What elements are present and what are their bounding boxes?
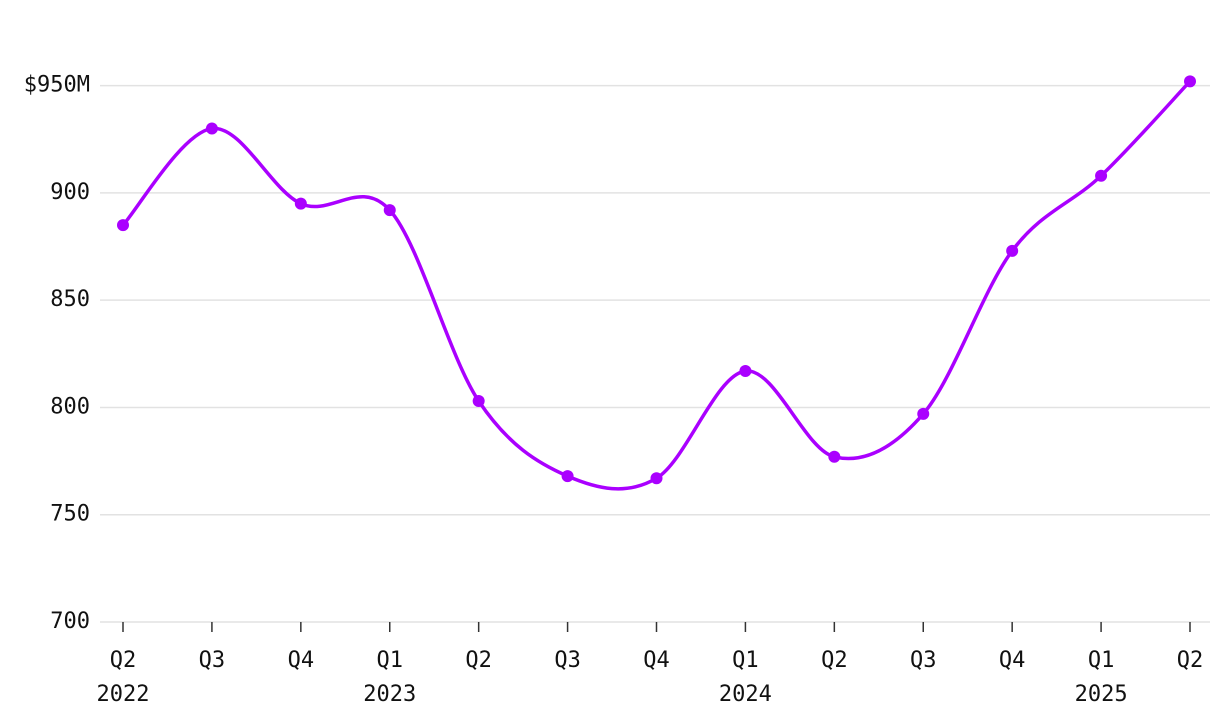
point: [828, 450, 841, 463]
x-tick-label: Q1: [732, 648, 759, 673]
y-tick-label: $950M: [24, 73, 90, 98]
point: [472, 395, 485, 408]
point: [561, 470, 574, 483]
x-tick-label: Q2: [465, 648, 492, 673]
point: [117, 219, 129, 232]
x-tick-label: Q4: [999, 648, 1026, 673]
point: [739, 364, 752, 377]
point: [1006, 244, 1019, 257]
x-tick-label: Q2: [821, 648, 848, 673]
x-tick-label: Q3: [199, 648, 226, 673]
x-tick-label: Q4: [288, 648, 315, 673]
point: [917, 407, 930, 420]
x-tick-label: Q3: [910, 648, 937, 673]
point: [1184, 75, 1196, 88]
y-tick-label: 900: [50, 180, 90, 205]
x-year-label: 2024: [719, 682, 772, 707]
x-year-label: 2025: [1075, 682, 1128, 707]
x-year-label: 2022: [97, 682, 150, 707]
x-tick-label: Q2: [110, 648, 137, 673]
line: [121, 80, 1192, 491]
x-year-label: 2023: [363, 682, 416, 707]
x-tick-label: Q3: [554, 648, 581, 673]
y-tick-label: 700: [50, 609, 90, 634]
x-tick-label: Q1: [1088, 648, 1115, 673]
y-tick-label: 850: [50, 287, 90, 312]
y-tick-label: 750: [50, 502, 90, 527]
point: [650, 472, 663, 485]
point: [383, 204, 396, 217]
point: [1095, 169, 1108, 182]
x-tick-label: Q4: [643, 648, 670, 673]
x-tick-label: Q2: [1177, 648, 1204, 673]
x-tick-label: Q1: [377, 648, 404, 673]
point: [294, 197, 307, 210]
point: [205, 122, 218, 135]
y-tick-label: 800: [50, 394, 90, 419]
